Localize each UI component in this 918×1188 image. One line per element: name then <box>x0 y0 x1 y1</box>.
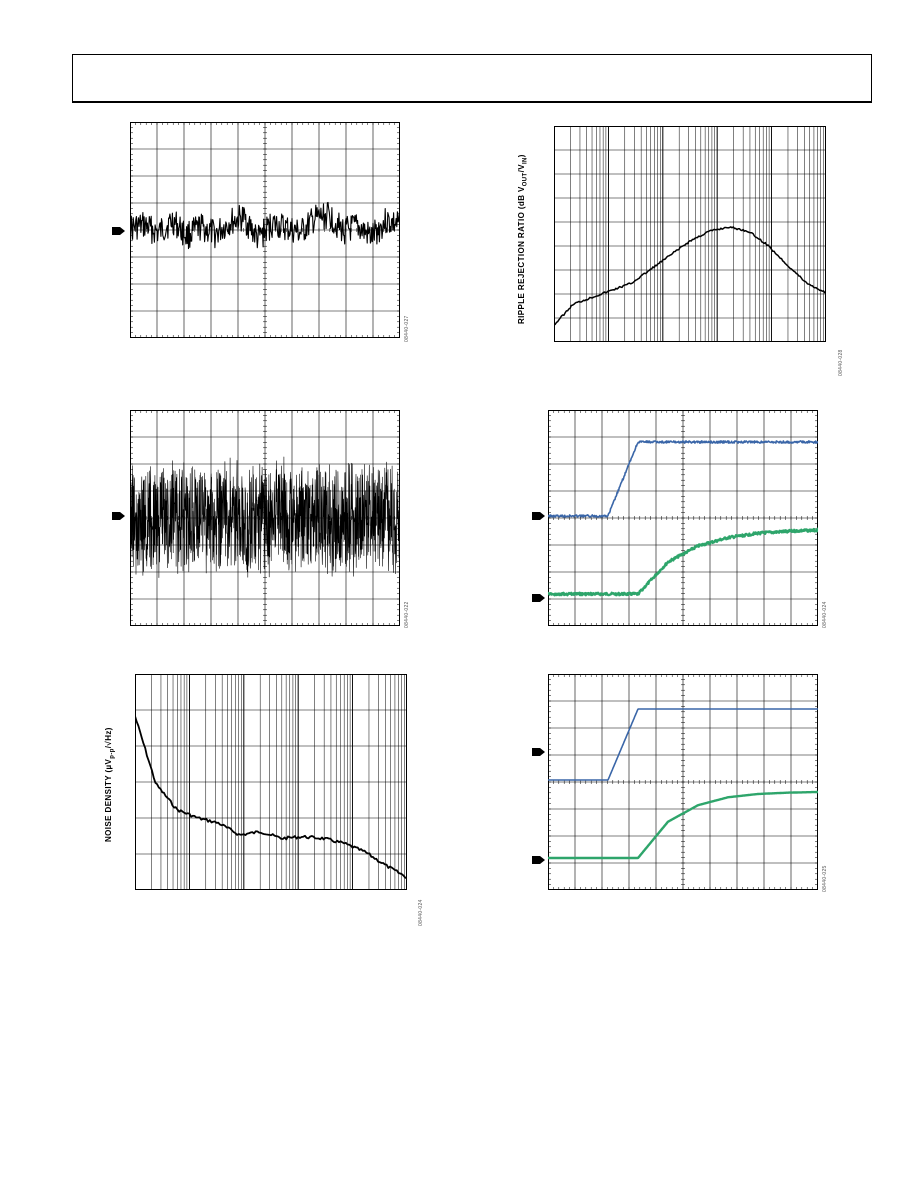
noise-trace <box>130 201 400 250</box>
output-trace <box>548 790 818 860</box>
scope-grid-6 <box>548 674 818 890</box>
scope-grid-1 <box>130 122 400 338</box>
scope-grid-3 <box>130 410 400 626</box>
noise-density-y-axis-label: NOISE DENSITY (µVp-p/√Hz) <box>104 727 116 842</box>
figure-code-4: 08440-024 <box>822 601 828 628</box>
grid-frame <box>554 126 826 342</box>
log-grid-ripple <box>554 126 826 342</box>
wideband-noise-trace <box>130 456 400 578</box>
enable-trace <box>548 440 818 518</box>
figure-code-5: 08440-024 <box>418 899 424 926</box>
figure-noise-ac <box>130 122 400 338</box>
figure-noise-wideband <box>130 410 400 626</box>
ripple-y-axis-label: RIPPLE REJECTION RATIO (dB VOUT/VIN) <box>517 154 529 324</box>
output-trace <box>548 527 818 597</box>
scope-grid-4 <box>548 410 818 626</box>
figure-code-3: 08440-022 <box>404 601 410 628</box>
page-header <box>72 54 872 103</box>
figure-noise-density <box>135 674 407 890</box>
figure-code-6: 08440-025 <box>822 865 828 892</box>
figure-code-1: 08440-027 <box>404 315 410 342</box>
enable-trace <box>548 708 818 781</box>
figure-ripple <box>554 126 826 342</box>
noise-density-trace <box>135 715 407 879</box>
log-grid-noise-density <box>135 674 407 890</box>
figure-startup-2 <box>548 674 818 890</box>
figure-startup-1 <box>548 410 818 626</box>
figure-code-2: 08440-028 <box>838 349 844 376</box>
ripple-trace <box>554 226 826 326</box>
